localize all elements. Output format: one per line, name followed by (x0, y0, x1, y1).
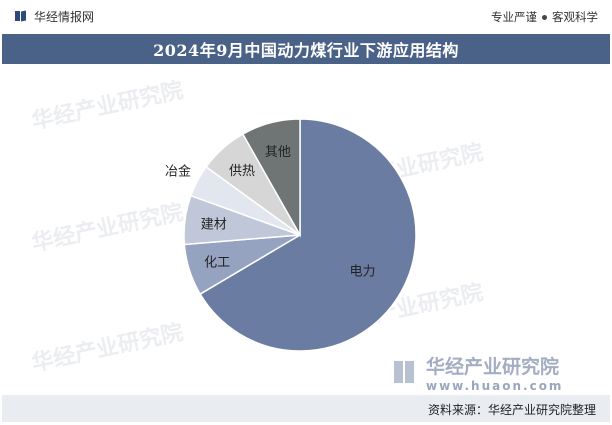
brand[interactable]: 华经情报网 (14, 8, 94, 24)
source-note: 资料来源：华经产业研究院整理 (427, 403, 596, 417)
slice-label-4: 供热 (229, 164, 255, 179)
footer-bar: 资料来源：华经产业研究院整理 (2, 395, 610, 422)
slice-label-5: 其他 (265, 145, 291, 160)
top-bar: 华经情报网 专业严谨 客观科学 (0, 0, 612, 30)
separator-dot-icon (542, 14, 547, 20)
tagline-left: 专业严谨 (491, 10, 537, 24)
slice-label-2: 建材 (201, 218, 227, 233)
watermark-logo-icon (394, 361, 414, 383)
chart-title: 2024年9月中国动力煤行业下游应用结构 (153, 41, 459, 60)
watermark-name: 华经产业研究院 (426, 355, 560, 378)
pie-slice-5 (241, 118, 301, 238)
watermark-url: www.huaon.com (426, 378, 564, 393)
slice-label-0: 电力 (349, 265, 375, 280)
chart-area: 电力 化工 建材 冶金 供热 其他 (0, 64, 612, 394)
brand-logo-icon (15, 10, 26, 22)
pie-slice-0 (199, 118, 417, 352)
slice-label-1: 化工 (204, 255, 230, 270)
brand-name: 华经情报网 (34, 9, 95, 24)
watermark-logo: 华经产业研究院 www.huaon.com (392, 352, 564, 393)
slice-label-3: 冶金 (165, 163, 191, 179)
tagline-right: 客观科学 (552, 10, 598, 24)
title-bar: 2024年9月中国动力煤行业下游应用结构 (2, 34, 610, 64)
tagline: 专业严谨 客观科学 (491, 9, 598, 25)
